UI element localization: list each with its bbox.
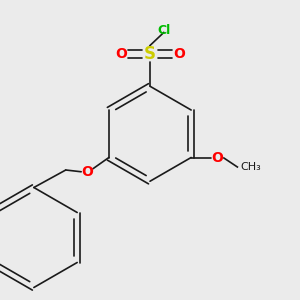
Text: O: O	[82, 166, 94, 179]
Text: O: O	[173, 47, 185, 61]
Text: S: S	[144, 45, 156, 63]
Text: O: O	[212, 151, 223, 164]
Text: Cl: Cl	[157, 23, 170, 37]
Text: CH₃: CH₃	[240, 163, 261, 172]
Text: O: O	[115, 47, 127, 61]
